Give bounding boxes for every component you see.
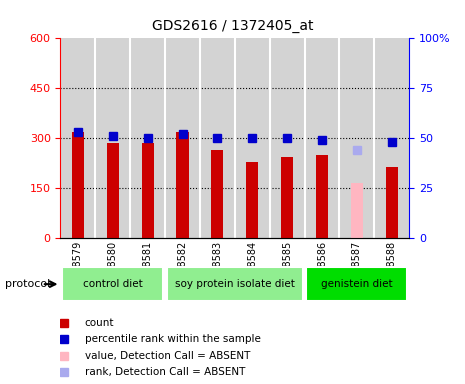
Text: genistein diet: genistein diet (321, 279, 393, 289)
Text: control diet: control diet (83, 279, 143, 289)
Text: soy protein isolate diet: soy protein isolate diet (175, 279, 295, 289)
Bar (106, 143, 119, 238)
Bar (176, 132, 189, 238)
Bar (351, 183, 363, 238)
Bar (385, 167, 398, 238)
Text: GDS2616 / 1372405_at: GDS2616 / 1372405_at (152, 19, 313, 33)
FancyBboxPatch shape (62, 267, 163, 301)
Bar (72, 132, 84, 238)
Text: count: count (85, 318, 114, 328)
Text: value, Detection Call = ABSENT: value, Detection Call = ABSENT (85, 351, 250, 361)
Bar (281, 157, 293, 238)
Bar (246, 162, 259, 238)
Bar (141, 143, 154, 238)
Bar (316, 155, 328, 238)
Text: protocol: protocol (5, 279, 50, 289)
Bar (211, 150, 224, 238)
Text: rank, Detection Call = ABSENT: rank, Detection Call = ABSENT (85, 367, 245, 377)
FancyBboxPatch shape (167, 267, 303, 301)
Text: percentile rank within the sample: percentile rank within the sample (85, 334, 261, 344)
FancyBboxPatch shape (306, 267, 407, 301)
